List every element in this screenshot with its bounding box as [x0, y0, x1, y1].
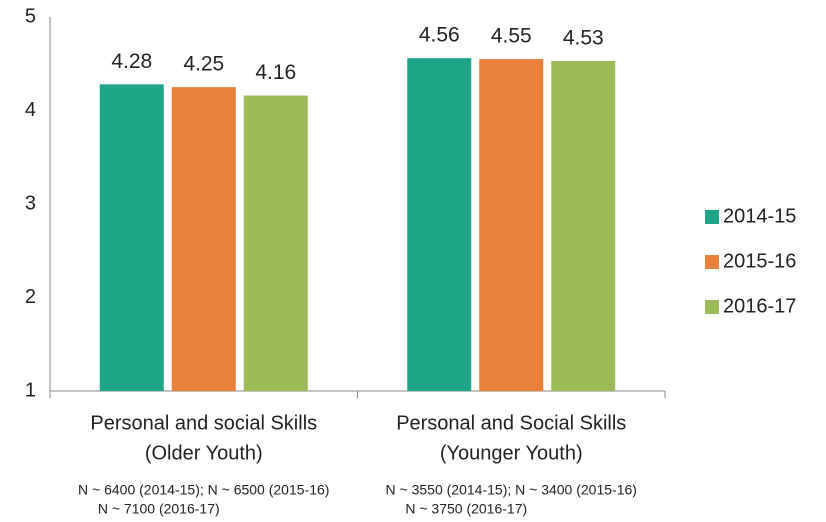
- bar: [171, 87, 236, 391]
- y-tick-label: 1: [25, 379, 36, 401]
- bar: [407, 58, 472, 391]
- legend-swatch: [705, 255, 719, 269]
- note: N ~ 6400 (2014-15); N ~ 6500 (2015-16): [78, 482, 329, 498]
- legend-swatch: [705, 210, 719, 224]
- x-tick-label: (Older Youth): [145, 442, 263, 464]
- x-tick-label: (Younger Youth): [440, 442, 583, 464]
- value-label: 4.56: [419, 24, 460, 47]
- bar: [243, 95, 308, 391]
- legend-swatch: [705, 300, 719, 314]
- x-tick-label: Personal and social Skills: [90, 412, 317, 434]
- note: N ~ 3750 (2016-17): [405, 501, 527, 517]
- y-tick-label: 3: [25, 192, 36, 214]
- value-label: 4.53: [563, 26, 604, 49]
- note: N ~ 7100 (2016-17): [98, 501, 220, 517]
- y-tick-label: 5: [25, 5, 36, 27]
- y-tick-label: 4: [25, 99, 36, 121]
- legend-label: 2016-17: [723, 295, 796, 317]
- value-label: 4.55: [491, 25, 532, 48]
- value-label: 4.25: [183, 53, 224, 76]
- note: N ~ 3550 (2014-15); N ~ 3400 (2015-16): [386, 482, 637, 498]
- bar: [99, 84, 164, 391]
- legend-label: 2014-15: [723, 205, 796, 227]
- value-label: 4.16: [255, 61, 296, 84]
- value-label: 4.28: [111, 50, 152, 73]
- bar: [479, 59, 544, 391]
- legend-label: 2015-16: [723, 250, 796, 272]
- bar: [551, 60, 616, 391]
- y-tick-label: 2: [25, 286, 36, 308]
- x-tick-label: Personal and Social Skills: [396, 412, 626, 434]
